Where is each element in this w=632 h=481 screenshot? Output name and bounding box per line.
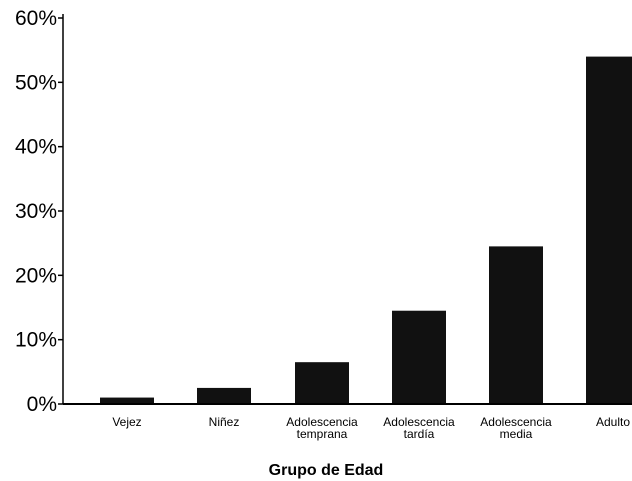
bar <box>489 246 543 404</box>
x-tick-label: Vejez <box>112 415 141 429</box>
bar <box>586 56 632 404</box>
x-axis: Vejez Niñez Adolescencia temprana Adolescenc… <box>63 403 632 441</box>
bar <box>197 387 251 404</box>
x-tick-label: Niñez <box>209 415 240 429</box>
x-tick-label: Adolescencia media <box>480 415 552 441</box>
x-tick-label: Adolescencia temprana <box>286 415 358 441</box>
y-tick-label: 30% <box>15 200 57 223</box>
y-tick-label: 10% <box>15 329 57 352</box>
x-tick-label: Adulto <box>596 415 630 429</box>
y-tick-label: 50% <box>15 71 57 94</box>
x-axis-label: Grupo de Edad <box>269 462 384 479</box>
y-tick-label: 20% <box>15 264 57 287</box>
bar <box>392 310 446 404</box>
y-axis: 0% 10% 20% 30% 40% 50% 60% <box>15 7 64 416</box>
bars <box>100 56 632 404</box>
y-tick-label: 40% <box>15 136 57 159</box>
bar <box>100 397 154 404</box>
bar <box>295 362 349 404</box>
y-tick-label: 60% <box>15 7 57 30</box>
y-tick-label: 0% <box>27 393 57 416</box>
x-tick-label: Adolescencia tardía <box>383 415 455 441</box>
